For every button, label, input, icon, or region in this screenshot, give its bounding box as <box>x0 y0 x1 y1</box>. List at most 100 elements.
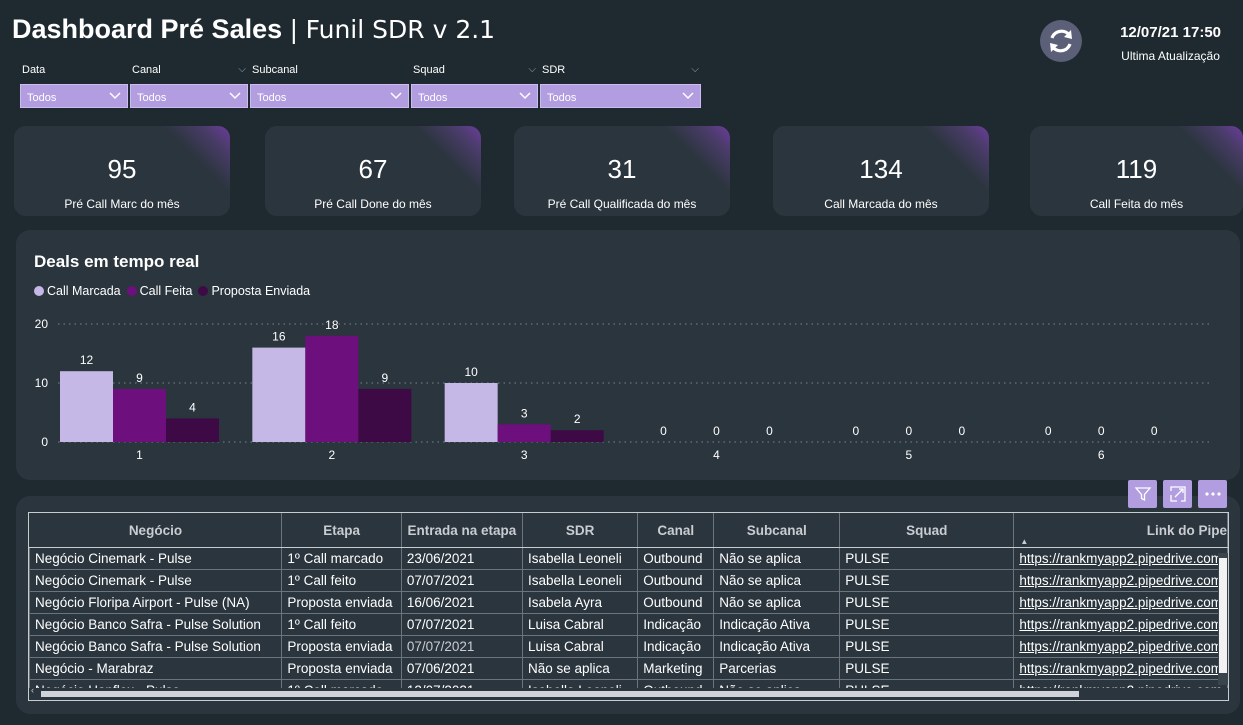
legend-label: Proposta Enviada <box>211 284 311 298</box>
table-cell: Parcerias <box>713 657 841 680</box>
column-header[interactable]: Etapa <box>281 513 402 548</box>
column-header-label: Link do Pipe <box>1146 522 1227 538</box>
update-label: Ultima Atualização <box>1121 49 1220 63</box>
scrollbar-thumb[interactable] <box>41 691 1079 697</box>
scrollbar-thumb[interactable] <box>1219 558 1227 673</box>
table-cell: 1º Call feito <box>281 613 402 636</box>
kpi-value: 67 <box>358 154 388 184</box>
table-cell: Indicação Ativa <box>713 635 841 658</box>
pipe-link[interactable]: https://rankmyapp2.pipedrive.com <box>1013 591 1228 614</box>
data-label: 0 <box>1045 424 1052 438</box>
table-cell: Indicação <box>637 635 715 658</box>
chevron-down-icon[interactable]: ⌵ <box>528 64 536 75</box>
data-label: 16 <box>272 330 286 344</box>
filter-label: SDR <box>542 64 566 76</box>
refresh-icon <box>1050 29 1072 53</box>
filter-label: Squad <box>413 64 445 76</box>
sort-ascending-icon: ▲ <box>1020 537 1029 546</box>
deals-table: Negócio Etapa Entrada na etapa SDR Canal… <box>28 512 1229 701</box>
pipe-link[interactable]: https://rankmyapp2.pipedrive.com <box>1013 657 1228 680</box>
x-tick-label: 1 <box>136 448 143 462</box>
column-header[interactable]: SDR <box>522 513 639 548</box>
table-cell: Negócio - Marabraz <box>29 657 283 680</box>
column-header[interactable]: Squad <box>839 513 1015 548</box>
title-main: Dashboard Pré Sales <box>12 14 283 44</box>
column-header[interactable]: Subcanal <box>713 513 841 548</box>
filter-value: Todos <box>137 92 167 104</box>
filter-data: Data Todos <box>20 62 128 108</box>
table-row[interactable]: Negócio Cinemark - Pulse 1º Call feito 0… <box>29 569 1228 592</box>
horizontal-scrollbar[interactable]: ‹ <box>29 685 1228 700</box>
bar <box>166 418 219 442</box>
legend-item[interactable]: Call Feita <box>126 284 192 298</box>
table-cell: Negócio Cinemark - Pulse <box>29 547 283 570</box>
data-label: 10 <box>464 365 478 379</box>
kpi-card: 31 Pré Call Qualificada do mês <box>514 126 730 216</box>
table-cell: Não se aplica <box>713 569 841 592</box>
table-cell: Luisa Cabral <box>521 635 639 658</box>
table-cell: 1º Call feito <box>281 569 402 592</box>
filter-data-select[interactable]: Todos <box>20 84 128 108</box>
table-row[interactable]: Negócio Banco Safra - Pulse Solution 1º … <box>29 613 1228 636</box>
filter-button[interactable] <box>1128 480 1157 508</box>
scroll-left-icon[interactable]: ‹ <box>31 685 34 695</box>
title-separator: | <box>289 15 299 44</box>
y-tick-label: 10 <box>35 376 49 390</box>
pipe-link[interactable]: https://rankmyapp2.pipedrive.com <box>1013 613 1228 636</box>
data-label: 0 <box>1098 424 1105 438</box>
more-options-button[interactable] <box>1198 480 1227 508</box>
pipe-link[interactable]: https://rankmyapp2.pipedrive.com <box>1013 569 1228 592</box>
table-cell: Negócio Banco Safra - Pulse Solution <box>29 635 283 658</box>
table-row[interactable]: Negócio - Marabraz Proposta enviada 07/0… <box>29 657 1228 680</box>
table-cell: Negócio Floripa Airport - Pulse (NA) <box>29 591 283 614</box>
table-cell: Isabela Ayra <box>521 591 639 614</box>
kpi-card: 134 Call Marcada do mês <box>773 126 989 216</box>
filter-subcanal-select[interactable]: Todos <box>250 84 409 108</box>
column-header[interactable]: Entrada na etapa <box>401 513 523 548</box>
table-cell: PULSE <box>839 569 1015 592</box>
bar <box>252 347 306 442</box>
filter-squad-select[interactable]: Todos <box>411 84 538 108</box>
bar <box>113 388 166 442</box>
focus-mode-button[interactable] <box>1163 480 1192 508</box>
chevron-down-icon[interactable]: ⌵ <box>238 64 246 75</box>
table-row[interactable]: Negócio Banco Safra - Pulse Solution Pro… <box>29 635 1228 658</box>
kpi-label: Pré Call Qualificada do mês <box>547 197 697 211</box>
pipe-link[interactable]: https://rankmyapp2.pipedrive.com <box>1013 547 1228 570</box>
data-label: 0 <box>905 424 912 438</box>
column-header[interactable]: Negócio <box>29 513 283 548</box>
pipe-link[interactable]: https://rankmyapp2.pipedrive.com <box>1013 635 1228 658</box>
table-cell: Isabella Leoneli <box>521 547 639 570</box>
column-header[interactable]: Link do Pipe ▲ <box>1013 513 1228 548</box>
data-label: 12 <box>80 353 94 367</box>
filter-canal-select[interactable]: Todos <box>130 84 248 108</box>
data-label: 9 <box>381 371 388 385</box>
filter-sdr-select[interactable]: Todos <box>540 84 701 108</box>
filter-label: Canal <box>132 64 161 76</box>
chevron-down-icon <box>682 92 694 100</box>
data-label: 0 <box>958 424 965 438</box>
table-row[interactable]: Negócio Cinemark - Pulse 1º Call marcado… <box>29 547 1228 570</box>
refresh-button[interactable] <box>1040 20 1082 62</box>
data-label: 0 <box>852 424 859 438</box>
legend-item[interactable]: Call Marcada <box>34 284 121 298</box>
data-label: 0 <box>766 424 773 438</box>
chart-title: Deals em tempo real <box>34 252 200 271</box>
filter-squad: Squad ⌵ Todos <box>411 62 538 108</box>
filter-icon <box>1134 487 1151 502</box>
table-cell: PULSE <box>839 613 1015 636</box>
table-cell: Outbound <box>637 569 715 592</box>
page-title: Dashboard Pré Sales | Funil SDR v 2.1 <box>12 14 495 45</box>
chevron-down-icon[interactable]: ⌵ <box>691 64 699 75</box>
table-cell: Negócio Banco Safra - Pulse Solution <box>29 613 283 636</box>
filter-canal: Canal ⌵ Todos <box>130 62 248 108</box>
kpi-value: 95 <box>107 154 137 184</box>
column-header[interactable]: Canal <box>637 513 715 548</box>
kpi-value: 119 <box>1115 154 1158 184</box>
table-cell: Negócio Cinemark - Pulse <box>29 569 283 592</box>
title-sub: Funil SDR v 2.1 <box>305 15 496 44</box>
table-row[interactable]: Negócio Floripa Airport - Pulse (NA) Pro… <box>29 591 1228 614</box>
legend-item[interactable]: Proposta Enviada <box>198 284 310 298</box>
vertical-scrollbar[interactable] <box>1218 553 1228 685</box>
kpi-card: 119 Call Feita do mês <box>1030 126 1243 216</box>
